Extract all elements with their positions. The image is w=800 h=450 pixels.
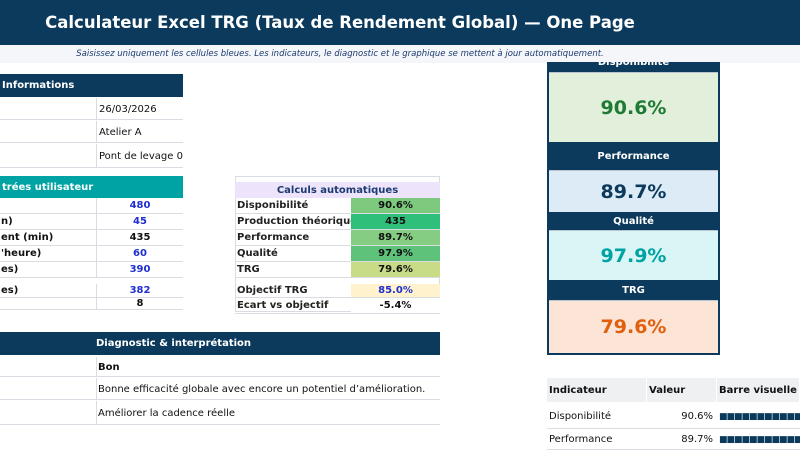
calc-label: Performance <box>235 230 351 246</box>
kpi-value: 89.7% <box>549 170 718 212</box>
input-label: ent (min) <box>0 230 96 246</box>
kpi-label: TRG <box>549 280 718 300</box>
kpi-value: 97.9% <box>549 230 718 280</box>
calc-value: 79.6% <box>351 262 440 278</box>
row-line <box>0 98 183 120</box>
diag-text: Améliorer la cadence réelle <box>96 401 440 425</box>
table-header: Indicateur <box>547 378 647 402</box>
kpi-label: Qualité <box>549 212 718 230</box>
input-value: 8 <box>96 298 183 310</box>
section-header: Calculs automatiques <box>235 182 440 198</box>
input-value: 480 <box>96 198 183 214</box>
row-line <box>0 401 440 425</box>
input-value: 382 <box>96 284 183 298</box>
row-line <box>0 121 183 143</box>
info-value: Atelier A <box>96 121 183 143</box>
input-value: 390 <box>96 262 183 278</box>
info-value: 26/03/2026 <box>96 98 183 120</box>
input-label: es) <box>0 262 96 278</box>
calc-value: 89.7% <box>351 230 440 246</box>
kpi-value: 90.6% <box>549 72 718 142</box>
table-cell: 89.7% <box>647 430 717 450</box>
calc-value: 85.0% <box>351 284 440 298</box>
section-header: Informations <box>0 74 183 97</box>
input-label: es) <box>0 284 96 298</box>
table-cell: Performance <box>547 430 647 450</box>
section-header: trées utilisateur <box>0 176 183 198</box>
input-value: 60 <box>96 246 183 262</box>
calc-label: TRG <box>235 262 351 278</box>
row-line <box>0 357 440 377</box>
table-cell: 90.6% <box>647 405 717 429</box>
kpi-label: Disponibilité <box>549 62 718 72</box>
info-value: Pont de levage 01 <box>96 144 183 168</box>
calc-label: Disponibilité <box>235 198 351 214</box>
calc-label: Objectif TRG <box>235 284 351 298</box>
table-cell: ■■■■■■■■■■■ <box>717 430 800 450</box>
kpi-value: 79.6% <box>549 300 718 353</box>
calc-value: -5.4% <box>351 298 440 314</box>
calc-value: 97.9% <box>351 246 440 262</box>
calc-value: 90.6% <box>351 198 440 214</box>
diag-text: Bon <box>96 357 440 377</box>
input-value: 435 <box>96 230 183 246</box>
title: Calculateur Excel TRG (Taux de Rendement… <box>0 0 800 45</box>
table-header: Valeur <box>647 378 717 402</box>
row-line <box>0 378 440 400</box>
input-label: 'heure) <box>0 246 96 262</box>
table-header: Barre visuelle <box>717 378 800 402</box>
calc-label: Qualité <box>235 246 351 262</box>
table-cell: ■■■■■■■■■■■ <box>717 405 800 429</box>
kpi-label: Performance <box>549 142 718 170</box>
calc-label: Ecart vs objectif <box>235 298 351 314</box>
diag-text: Bonne efficacité globale avec encore un … <box>96 378 440 400</box>
subtitle: Saisissez uniquement les cellules bleues… <box>0 45 800 63</box>
calc-label: Production théorique <box>235 214 351 230</box>
input-label <box>0 298 96 310</box>
row-line <box>0 144 183 168</box>
table-cell: Disponibilité <box>547 405 647 429</box>
input-label: n) <box>0 214 96 230</box>
calc-value: 435 <box>351 214 440 230</box>
input-label <box>0 198 96 214</box>
section-header: Diagnostic & interprétation <box>0 332 440 355</box>
input-value: 45 <box>96 214 183 230</box>
